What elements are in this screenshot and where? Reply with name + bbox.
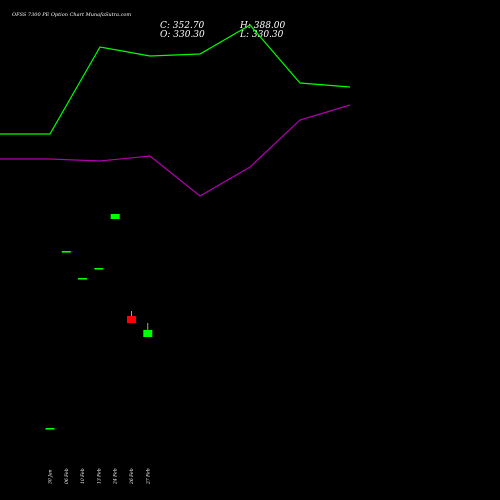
ohlc-close: C: 352.70	[160, 21, 205, 31]
candle-body-4	[110, 214, 120, 219]
candle-6	[143, 323, 153, 337]
candle-body-1	[61, 251, 71, 253]
x-tick-label-0: 30 Jan	[48, 469, 54, 484]
candle-body-3	[94, 268, 104, 270]
ohlc-high: H: 388.00	[239, 21, 286, 31]
ohlc-low: L: 330.30	[239, 30, 284, 40]
x-tick-label-2: 10 Feb	[80, 468, 86, 484]
x-tick-label-5: 26 Feb	[129, 468, 135, 485]
candle-body-6	[143, 330, 153, 337]
x-axis-ticks: 30 Jan 06 Feb 10 Feb 13 Feb 24 Feb 26 Feb 27 F…	[48, 468, 152, 485]
candle-body-0	[45, 428, 55, 430]
indicator-line-1	[0, 104, 351, 197]
candle-1	[61, 251, 71, 253]
candle-0	[45, 428, 55, 430]
indicator-line-0	[0, 24, 351, 135]
candle-4	[110, 214, 120, 219]
candle-body-2	[78, 278, 88, 280]
candle-body-5	[127, 316, 136, 323]
x-tick-label-4: 24 Feb	[113, 468, 119, 485]
ohlc-open: O: 330.30	[160, 30, 205, 40]
candle-2	[78, 278, 88, 280]
x-tick-label-1: 06 Feb	[64, 468, 70, 484]
candle-5	[127, 311, 136, 323]
chart-title: OFSS 7300 PE Option Chart MunafaSutra.co…	[12, 12, 131, 18]
indicator-lines	[0, 24, 351, 197]
candles	[45, 214, 153, 430]
x-tick-label-3: 13 Feb	[96, 468, 102, 484]
x-tick-label-6: 27 Feb	[145, 468, 151, 485]
candle-3	[94, 268, 104, 270]
